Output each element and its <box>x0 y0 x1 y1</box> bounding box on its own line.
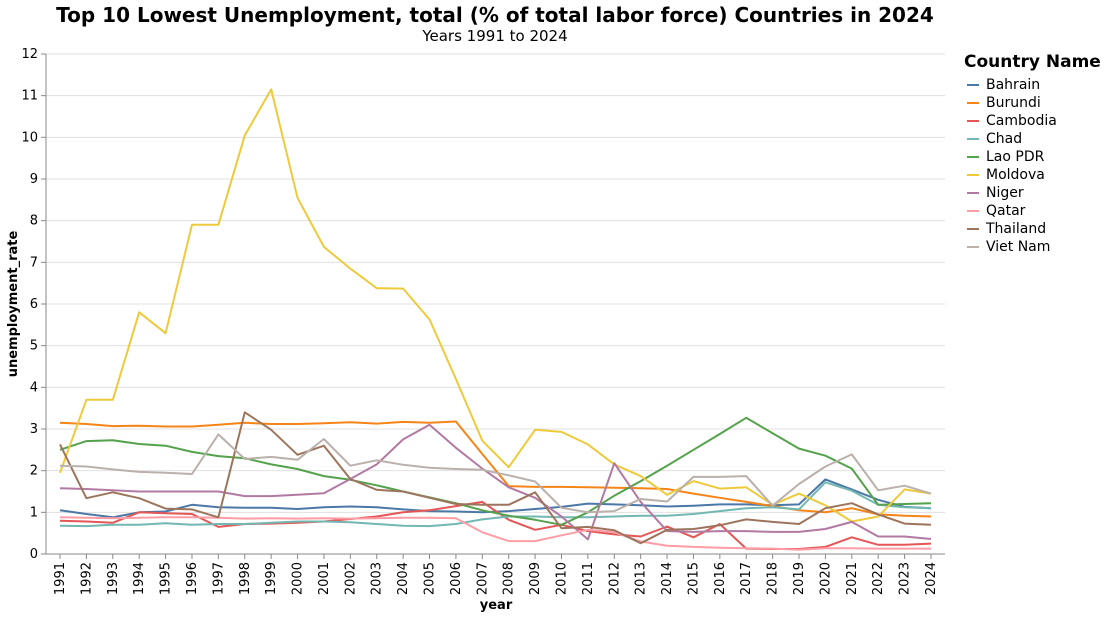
x-tick-label: 2016 <box>713 562 728 595</box>
legend-label: Viet Nam <box>986 239 1051 255</box>
legend-swatch <box>967 102 979 104</box>
legend-label: Thailand <box>986 221 1047 237</box>
x-tick-label: 2003 <box>370 562 385 595</box>
y-tick-label: 10 <box>21 130 38 145</box>
legend-item-cambodia: Cambodia <box>964 112 1101 130</box>
x-tick-label: 1992 <box>79 562 94 595</box>
legend-title: Country Name <box>964 52 1101 72</box>
legend-swatch <box>967 84 979 86</box>
x-tick-label: 2001 <box>317 562 332 595</box>
x-axis-title: year <box>480 598 513 613</box>
legend-label: Chad <box>986 131 1023 147</box>
y-tick-label: 0 <box>30 547 38 562</box>
legend-swatch <box>967 246 979 248</box>
y-tick-label: 9 <box>30 172 38 187</box>
legend-item-burundi: Burundi <box>964 94 1101 112</box>
x-tick-label: 2018 <box>766 562 781 595</box>
y-tick-label: 1 <box>30 505 38 520</box>
series-line-thailand <box>59 411 932 545</box>
x-tick-label: 1994 <box>132 562 147 595</box>
series-line-viet-nam <box>59 433 932 514</box>
series-line-qatar <box>59 516 931 551</box>
legend-label: Moldova <box>986 167 1045 183</box>
legend-item-thailand: Thailand <box>964 220 1101 238</box>
legend-label: Burundi <box>986 95 1041 111</box>
x-tick-label: 1999 <box>264 562 279 595</box>
y-tick-label: 11 <box>21 89 38 104</box>
legend: Country Name Bahrain Burundi Cambodia Chad L… <box>964 52 1101 256</box>
x-tick-label: 2000 <box>291 562 306 595</box>
series-lines <box>59 88 932 551</box>
legend-swatch <box>967 174 979 176</box>
x-tick-label: 1993 <box>106 562 121 595</box>
x-tick-label: 2009 <box>528 562 543 595</box>
series-line-chad <box>59 481 932 528</box>
series-line-moldova <box>59 88 932 523</box>
legend-swatch <box>967 210 979 212</box>
x-tick-label: 2005 <box>423 562 438 595</box>
legend-item-lao-pdr: Lao PDR <box>964 148 1101 166</box>
x-tick-label: 1996 <box>185 562 200 595</box>
x-tick-label: 1991 <box>53 562 68 595</box>
x-tick-label: 2021 <box>845 562 860 595</box>
legend-swatch <box>967 192 979 194</box>
x-tick-label: 1997 <box>211 562 226 595</box>
legend-item-chad: Chad <box>964 130 1101 148</box>
x-tick-label: 2014 <box>660 562 675 595</box>
legend-item-qatar: Qatar <box>964 202 1101 220</box>
y-tick-label: 3 <box>30 422 38 437</box>
y-tick-label: 6 <box>30 297 38 312</box>
x-tick-label: 1995 <box>159 562 174 595</box>
x-tick-label: 2022 <box>871 562 886 595</box>
x-tick-label: 2013 <box>634 562 649 595</box>
x-tick-label: 2017 <box>739 562 754 595</box>
legend-label: Niger <box>986 185 1024 201</box>
legend-swatch <box>967 120 979 122</box>
y-tick-label: 2 <box>30 464 38 479</box>
x-tick-label: 1998 <box>238 562 253 595</box>
x-tick-label: 2020 <box>818 562 833 595</box>
x-tick-label: 2010 <box>554 562 569 595</box>
x-tick-label: 2015 <box>686 562 701 595</box>
x-tick-label: 2023 <box>898 562 913 595</box>
legend-label: Bahrain <box>986 77 1041 93</box>
series-line-niger <box>59 423 932 541</box>
x-tick-label: 2012 <box>607 562 622 595</box>
legend-swatch <box>967 138 979 140</box>
x-tick-label: 2011 <box>581 562 596 595</box>
y-tick-label: 5 <box>30 339 38 354</box>
y-tick-label: 8 <box>30 214 38 229</box>
x-tick-label: 2024 <box>924 562 939 595</box>
legend-swatch <box>967 156 979 158</box>
x-tick-label: 2004 <box>396 562 411 595</box>
y-tick-label: 4 <box>30 380 38 395</box>
legend-item-niger: Niger <box>964 184 1101 202</box>
x-tick-label: 2006 <box>449 562 464 595</box>
y-tick-label: 12 <box>21 47 38 62</box>
chart-subtitle: Years 1991 to 2024 <box>422 27 568 45</box>
legend-swatch <box>967 228 979 230</box>
x-tick-label: 2007 <box>475 562 490 595</box>
legend-label: Lao PDR <box>986 149 1045 165</box>
x-tick-label: 2019 <box>792 562 807 595</box>
legend-item-bahrain: Bahrain <box>964 76 1101 94</box>
chart-title: Top 10 Lowest Unemployment, total (% of … <box>56 3 934 27</box>
y-tick-label: 7 <box>30 255 38 270</box>
x-tick-label: 2002 <box>343 562 358 595</box>
legend-label: Cambodia <box>986 113 1057 129</box>
x-tick-label: 2008 <box>502 562 517 595</box>
legend-item-moldova: Moldova <box>964 166 1101 184</box>
legend-item-viet-nam: Viet Nam <box>964 238 1101 256</box>
legend-label: Qatar <box>986 203 1026 219</box>
y-axis-title: unemployment_rate <box>6 231 21 378</box>
